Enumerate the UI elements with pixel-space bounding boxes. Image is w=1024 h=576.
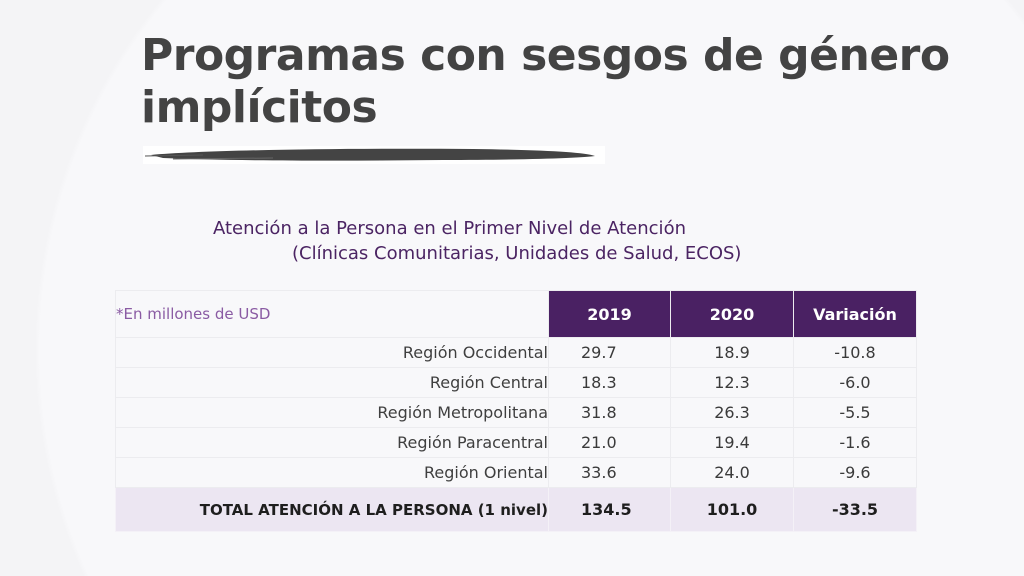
column-header-2020: 2020 bbox=[670, 290, 794, 338]
value-2020: 18.9 bbox=[670, 337, 794, 368]
column-header-variation: Variación bbox=[793, 290, 917, 338]
value-variation: -1.6 bbox=[793, 427, 917, 458]
total-variation: -33.5 bbox=[793, 487, 917, 532]
table-row: Región Occidental 29.7 18.9 -10.8 bbox=[115, 337, 917, 368]
table-header-row: *En millones de USD 2019 2020 Variación bbox=[115, 290, 917, 338]
value-2019: 31.8 bbox=[548, 397, 671, 428]
region-label: Región Occidental bbox=[115, 337, 549, 368]
total-2020: 101.0 bbox=[670, 487, 794, 532]
table-row: Región Oriental 33.6 24.0 -9.6 bbox=[115, 457, 917, 488]
brush-stroke-divider bbox=[143, 146, 605, 164]
budget-table: *En millones de USD 2019 2020 Variación … bbox=[115, 290, 917, 532]
table-subtitle: Atención a la Persona en el Primer Nivel… bbox=[0, 216, 1024, 272]
table-row: Región Metropolitana 31.8 26.3 -5.5 bbox=[115, 397, 917, 428]
column-header-2019: 2019 bbox=[548, 290, 671, 338]
total-label: TOTAL ATENCIÓN A LA PERSONA (1 nivel) bbox=[115, 487, 549, 532]
region-label: Región Central bbox=[115, 367, 549, 398]
value-2019: 29.7 bbox=[548, 337, 671, 368]
value-variation: -6.0 bbox=[793, 367, 917, 398]
subtitle-line-1: Atención a la Persona en el Primer Nivel… bbox=[213, 218, 686, 239]
value-variation: -10.8 bbox=[793, 337, 917, 368]
value-2019: 18.3 bbox=[548, 367, 671, 398]
value-variation: -9.6 bbox=[793, 457, 917, 488]
value-2020: 26.3 bbox=[670, 397, 794, 428]
subtitle-line-2: (Clínicas Comunitarias, Unidades de Salu… bbox=[292, 243, 742, 264]
value-variation: -5.5 bbox=[793, 397, 917, 428]
slide-title: Programas con sesgos de género implícito… bbox=[141, 30, 950, 133]
units-note: *En millones de USD bbox=[115, 290, 549, 338]
value-2020: 24.0 bbox=[670, 457, 794, 488]
total-row: TOTAL ATENCIÓN A LA PERSONA (1 nivel) 13… bbox=[115, 487, 917, 532]
region-label: Región Oriental bbox=[115, 457, 549, 488]
value-2019: 21.0 bbox=[548, 427, 671, 458]
value-2020: 12.3 bbox=[670, 367, 794, 398]
table-row: Región Paracentral 21.0 19.4 -1.6 bbox=[115, 427, 917, 458]
value-2019: 33.6 bbox=[548, 457, 671, 488]
value-2020: 19.4 bbox=[670, 427, 794, 458]
table-row: Región Central 18.3 12.3 -6.0 bbox=[115, 367, 917, 398]
region-label: Región Paracentral bbox=[115, 427, 549, 458]
total-2019: 134.5 bbox=[548, 487, 671, 532]
region-label: Región Metropolitana bbox=[115, 397, 549, 428]
